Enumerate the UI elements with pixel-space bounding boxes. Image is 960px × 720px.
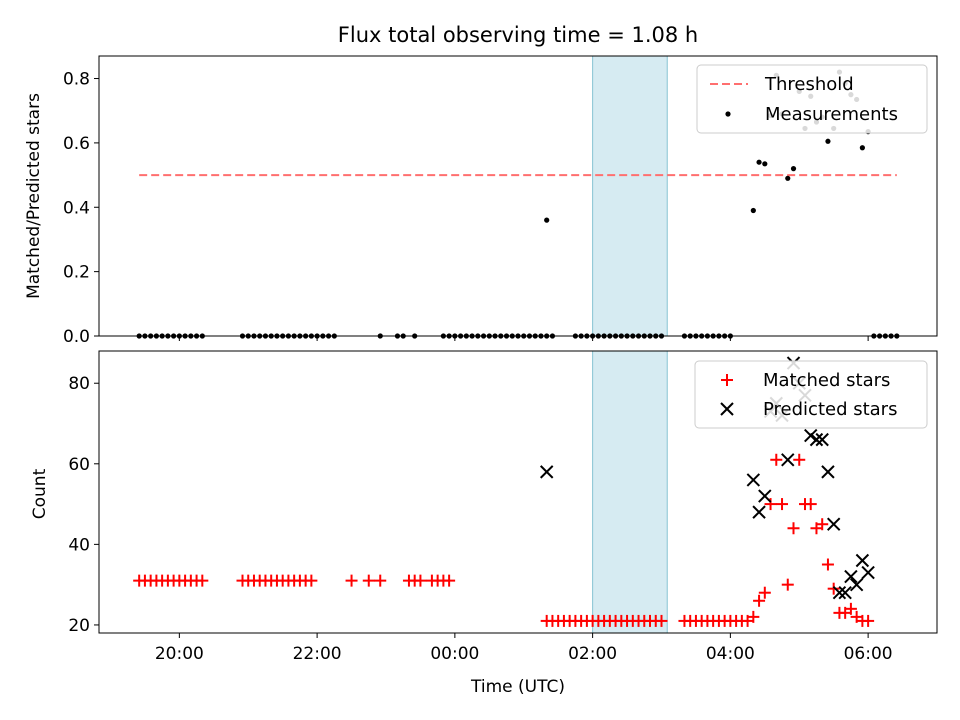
measurement-point bbox=[750, 207, 756, 214]
predicted-stars-point bbox=[781, 453, 795, 467]
matched-stars-point bbox=[655, 614, 668, 627]
predicted-stars-point bbox=[539, 465, 554, 479]
predicted-stars-point bbox=[826, 517, 841, 531]
predicted-stars-point bbox=[838, 586, 852, 600]
observing-span bbox=[592, 350, 668, 634]
measurement-point bbox=[544, 217, 550, 223]
matched-stars-point bbox=[753, 594, 766, 607]
predicted-stars-point bbox=[804, 428, 818, 443]
x-tick-label: 06:00 bbox=[844, 644, 893, 664]
observing-span bbox=[592, 55, 668, 337]
top-legend-measurements-swatch bbox=[725, 111, 731, 117]
matched-stars-point bbox=[345, 574, 358, 587]
matched-stars-point bbox=[776, 498, 789, 511]
matched-stars-point bbox=[196, 574, 209, 587]
y-tick-label: 80 bbox=[68, 374, 90, 394]
bottom-legend-predicted-swatch bbox=[720, 402, 734, 416]
y-tick-label: 40 bbox=[68, 535, 90, 555]
measurement-point bbox=[785, 175, 791, 181]
predicted-stars-point bbox=[844, 569, 858, 584]
matched-stars-point bbox=[821, 558, 834, 571]
predicted-stars-point bbox=[758, 489, 772, 503]
matched-stars-point bbox=[764, 498, 777, 511]
top-y-axis-ticks: 0.0 0.2 0.4 0.6 0.8 bbox=[63, 70, 99, 347]
bottom-legend: Matched stars Predicted stars bbox=[694, 360, 928, 429]
matched-stars-point bbox=[362, 574, 375, 587]
top-plot-frame bbox=[98, 55, 938, 337]
x-tick-label: 00:00 bbox=[430, 644, 479, 664]
measurement-point bbox=[756, 159, 762, 165]
y-tick-label: 0.0 bbox=[63, 327, 90, 347]
bottom-x-axis-ticks: 20:00 22:00 00:00 02:00 04:00 06:00 bbox=[155, 633, 893, 664]
y-tick-label: 0.4 bbox=[63, 198, 90, 218]
top-legend-measurements-label: Measurements bbox=[765, 104, 898, 125]
matched-stars-point bbox=[787, 522, 800, 535]
top-legend-box bbox=[696, 64, 928, 134]
matched-stars-point bbox=[770, 453, 783, 466]
predicted-stars-point bbox=[821, 465, 835, 479]
ratio-panel: 0.0 0.2 0.4 0.6 0.8 Flux total observing tim… bbox=[24, 23, 938, 347]
bottom-x-axis-label: Time (UTC) bbox=[470, 677, 565, 697]
matched-stars-point bbox=[804, 498, 817, 511]
bottom-plot-frame bbox=[98, 350, 938, 634]
x-tick-label: 04:00 bbox=[706, 644, 755, 664]
matched-stars-points bbox=[133, 453, 875, 627]
y-tick-label: 0.8 bbox=[63, 70, 90, 90]
predicted-stars-point bbox=[861, 565, 875, 580]
matched-stars-point bbox=[816, 518, 829, 531]
matched-stars-point bbox=[844, 602, 857, 615]
measurement-point bbox=[790, 166, 797, 172]
matched-stars-point bbox=[374, 574, 387, 587]
matched-stars-point bbox=[305, 574, 318, 587]
top-legend: Threshold Measurements bbox=[696, 64, 928, 134]
matched-stars-point bbox=[827, 582, 840, 595]
predicted-stars-point bbox=[746, 473, 761, 487]
bottom-legend-matched-swatch bbox=[721, 374, 733, 386]
matched-stars-point bbox=[758, 586, 771, 599]
x-tick-label: 20:00 bbox=[155, 644, 204, 664]
matched-stars-point bbox=[747, 610, 760, 623]
y-tick-label: 20 bbox=[68, 616, 90, 636]
y-tick-label: 0.6 bbox=[63, 134, 90, 154]
predicted-stars-point bbox=[855, 553, 870, 568]
matched-stars-point bbox=[862, 614, 875, 627]
predicted-stars-point bbox=[815, 432, 829, 447]
matched-stars-point bbox=[781, 578, 794, 591]
predicted-stars-point bbox=[849, 577, 864, 592]
top-y-axis-label: Matched/Predicted stars bbox=[24, 93, 44, 299]
predicted-stars-point bbox=[809, 432, 824, 447]
y-tick-label: 60 bbox=[68, 455, 90, 475]
measurement-point bbox=[762, 161, 768, 167]
x-tick-label: 22:00 bbox=[293, 644, 342, 664]
matched-stars-point bbox=[793, 453, 806, 466]
predicted-stars-point bbox=[752, 505, 766, 519]
bottom-legend-predicted-label: Predicted stars bbox=[763, 399, 897, 420]
top-legend-threshold-label: Threshold bbox=[764, 74, 854, 95]
top-chart-title: Flux total observing time = 1.08 h bbox=[338, 23, 698, 47]
matched-stars-point bbox=[414, 574, 427, 587]
measurement-point bbox=[859, 145, 865, 151]
bottom-y-axis-ticks: 20 40 60 80 bbox=[68, 374, 99, 636]
bottom-legend-matched-label: Matched stars bbox=[763, 370, 890, 391]
matched-stars-point bbox=[443, 574, 456, 587]
measurement-point bbox=[825, 138, 831, 144]
x-tick-label: 02:00 bbox=[568, 644, 617, 664]
bottom-y-axis-label: Count bbox=[30, 468, 50, 519]
predicted-stars-point bbox=[832, 586, 847, 600]
y-tick-label: 0.2 bbox=[63, 263, 90, 283]
bottom-legend-box bbox=[694, 360, 928, 429]
top-x-axis-ticks bbox=[178, 336, 869, 341]
